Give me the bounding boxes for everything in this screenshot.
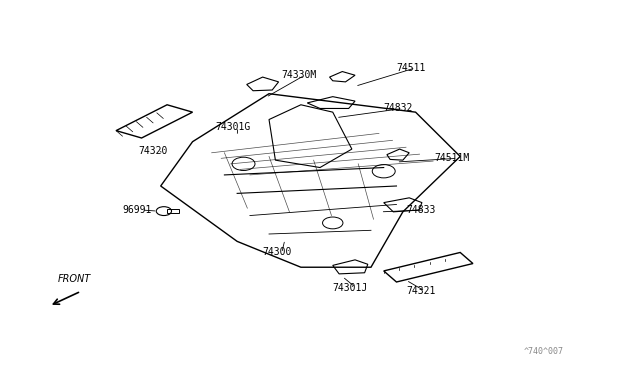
Text: 74321: 74321 <box>406 286 435 296</box>
Text: 74832: 74832 <box>384 103 413 113</box>
Text: 74301J: 74301J <box>333 283 368 292</box>
Text: 74511: 74511 <box>396 63 426 73</box>
Text: FRONT: FRONT <box>58 274 92 284</box>
Text: 74320: 74320 <box>138 146 168 156</box>
Text: 74833: 74833 <box>406 205 435 215</box>
Text: 74301G: 74301G <box>215 122 250 132</box>
Text: 74511M: 74511M <box>435 153 470 163</box>
Text: ^740^007: ^740^007 <box>524 347 564 356</box>
Text: 74300: 74300 <box>262 247 292 257</box>
Text: 96991: 96991 <box>122 205 152 215</box>
Text: 74330M: 74330M <box>282 70 317 80</box>
